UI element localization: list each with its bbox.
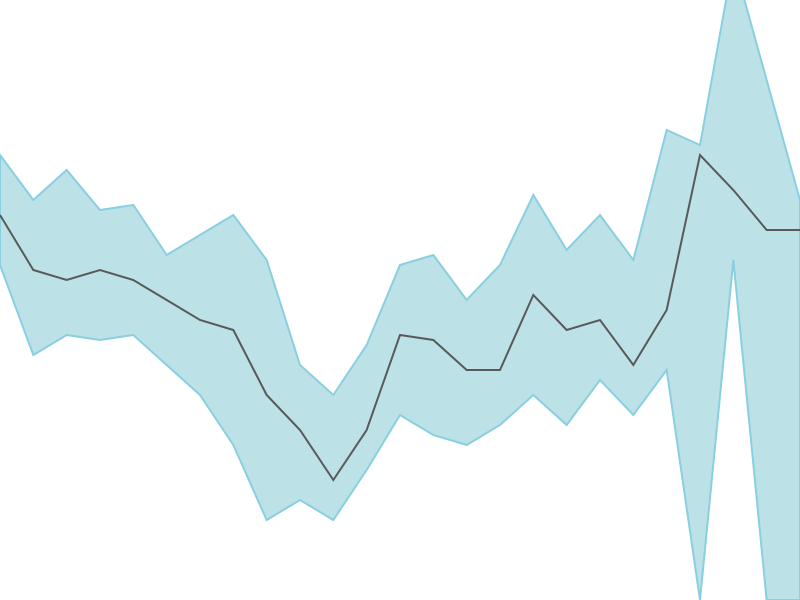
confidence-band-chart xyxy=(0,0,800,600)
